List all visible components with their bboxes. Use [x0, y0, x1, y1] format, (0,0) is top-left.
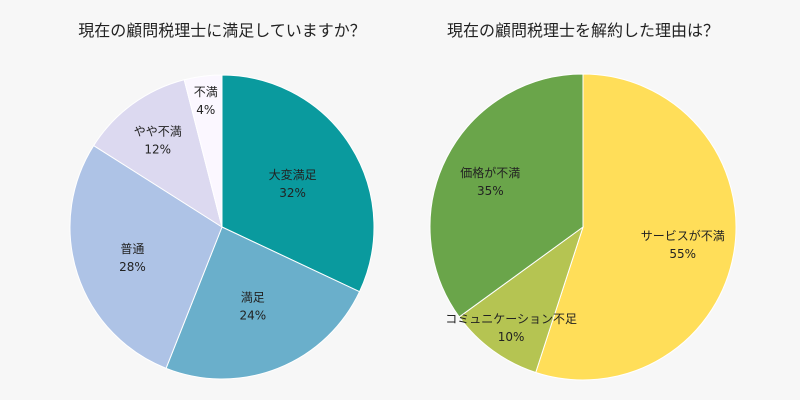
chart-title: 現在の顧問税理士に満足していますか？	[78, 21, 366, 40]
slice-label: 普通	[120, 242, 144, 256]
slice-value-label: 35%	[477, 184, 504, 198]
slice-value-label: 12%	[144, 143, 171, 157]
slice-value-label: 32%	[279, 186, 306, 200]
slice-label: 不満	[194, 85, 218, 99]
slice-label: 満足	[241, 291, 265, 305]
slice-label: サービスが不満	[641, 228, 725, 243]
slice-label: 価格が不満	[460, 165, 520, 180]
pie-slice	[92, 79, 223, 229]
slice-value-label: 4%	[196, 103, 215, 117]
slice-label: 大変満足	[269, 167, 317, 182]
slice-value-label: 24%	[239, 309, 266, 323]
slice-value-label: 28%	[119, 260, 146, 274]
pie-slice	[458, 225, 584, 374]
chart-title: 現在の顧問税理士を解約した理由は？	[447, 21, 719, 40]
slice-value-label: 55%	[669, 247, 696, 261]
slice-value-label: 10%	[498, 330, 525, 344]
pie-slice	[429, 73, 584, 318]
pie-slice	[221, 74, 375, 293]
pie-slice	[535, 73, 737, 381]
pie-slice	[69, 144, 223, 369]
pie-slice	[183, 74, 223, 228]
slice-label: コミュニケーション不足	[445, 312, 577, 326]
pie-slice	[165, 226, 361, 380]
slice-label: やや不満	[134, 125, 182, 139]
